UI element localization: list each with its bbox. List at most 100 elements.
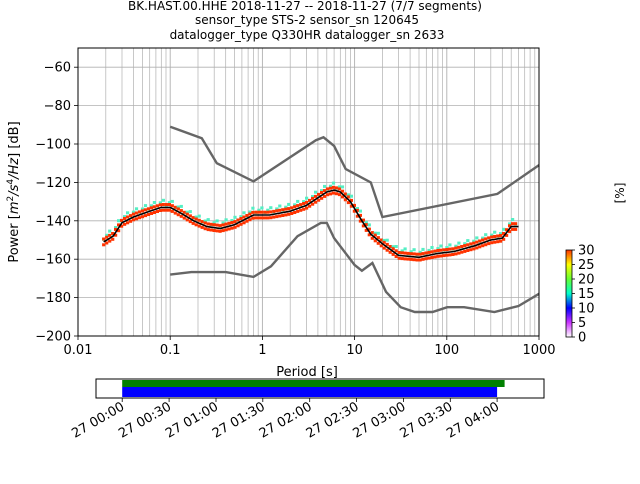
density-cell	[221, 221, 225, 225]
density-cell	[302, 200, 306, 204]
timeline-tick-label: 27 03:30	[397, 399, 455, 441]
y-axis-label: Power [m2/s4/Hz] [dB]	[6, 121, 22, 262]
density-cell	[466, 239, 470, 243]
noise-model-low	[170, 221, 540, 314]
density-cell	[182, 210, 186, 214]
density-cell	[143, 208, 148, 212]
density-cell	[320, 191, 324, 194]
density-cell	[296, 204, 300, 208]
density-cell	[409, 252, 413, 256]
density-cell	[140, 215, 145, 219]
density-cell	[466, 249, 470, 252]
density-cell	[508, 224, 512, 228]
density-cell	[397, 251, 401, 254]
density-cell	[248, 218, 252, 222]
density-cell	[328, 184, 333, 188]
density-cell	[454, 252, 458, 256]
density-cell	[296, 209, 300, 213]
density-cell	[117, 219, 121, 223]
density-cell	[439, 244, 443, 248]
density-cell	[284, 213, 288, 217]
density-cell	[158, 203, 162, 207]
density-cell	[323, 189, 327, 193]
density-cell	[191, 216, 195, 220]
density-cell	[334, 192, 339, 196]
density-cell	[430, 256, 434, 259]
x-axis-label: Period [s]	[276, 365, 338, 380]
density-cell	[478, 239, 482, 243]
density-cell	[406, 257, 410, 261]
colorbar-tick-label: 10	[578, 302, 595, 317]
density-cell	[481, 238, 485, 242]
density-cell	[173, 211, 177, 215]
density-cell	[152, 211, 156, 214]
density-cell	[287, 212, 291, 216]
density-cell	[308, 198, 312, 202]
density-cell	[227, 227, 231, 231]
colorbar-tick-label: 5	[578, 316, 586, 331]
density-cell	[391, 247, 395, 251]
density-cell	[317, 192, 321, 196]
density-cell	[457, 245, 461, 249]
density-cell	[487, 236, 491, 240]
density-cell	[302, 202, 306, 205]
density-cell	[152, 201, 156, 204]
density-cell	[314, 200, 318, 204]
density-cell	[290, 212, 294, 215]
density-cell	[212, 229, 216, 232]
density-cell	[502, 237, 506, 241]
x-tick-label: 0.01	[64, 343, 93, 358]
density-cell	[266, 208, 270, 212]
density-cell	[108, 239, 112, 243]
density-cell	[260, 216, 264, 220]
x-tick-label: 10	[346, 343, 363, 358]
density-cell	[224, 228, 228, 232]
chart-title-line-3: datalogger_type Q330HR datalogger_sn 263…	[170, 28, 445, 42]
density-cell	[248, 210, 252, 214]
density-cell	[427, 256, 431, 260]
density-cell	[394, 249, 398, 253]
density-cell	[457, 241, 461, 245]
density-cell	[161, 203, 165, 206]
density-cell	[412, 248, 416, 252]
density-cell	[146, 213, 151, 216]
density-cell	[188, 214, 192, 218]
density-cell	[126, 211, 130, 215]
density-cell	[373, 239, 377, 243]
density-cell	[230, 219, 234, 222]
density-cell	[236, 224, 240, 228]
density-cell	[331, 191, 336, 195]
density-cell	[349, 204, 353, 208]
density-cell	[397, 256, 401, 260]
density-cell	[323, 184, 327, 188]
density-cell	[266, 210, 270, 214]
density-cell	[376, 231, 380, 235]
density-cell	[400, 257, 404, 261]
density-cell	[263, 210, 267, 214]
density-cell	[233, 225, 237, 229]
density-cell	[218, 224, 222, 228]
density-cell	[206, 218, 210, 222]
density-cell	[418, 258, 422, 262]
density-cell	[439, 248, 443, 252]
x-tick-label: 0.1	[160, 343, 181, 358]
density-cell	[272, 209, 276, 213]
density-cell	[466, 243, 470, 247]
density-cell	[514, 222, 518, 226]
density-cell	[239, 215, 243, 219]
density-cell	[281, 214, 285, 217]
density-cell	[320, 196, 324, 200]
density-cell	[254, 216, 258, 220]
density-cell	[287, 207, 291, 211]
density-cell	[117, 229, 121, 233]
timeline-tick-label: 27 00:00	[69, 399, 127, 441]
density-cell	[311, 196, 315, 200]
density-cell	[251, 210, 255, 214]
density-cell	[430, 250, 434, 254]
density-cell	[424, 257, 428, 261]
density-cell	[275, 209, 279, 213]
density-cell	[167, 201, 171, 205]
density-cell	[149, 206, 154, 210]
density-cell	[215, 223, 219, 227]
density-cell	[481, 244, 485, 248]
